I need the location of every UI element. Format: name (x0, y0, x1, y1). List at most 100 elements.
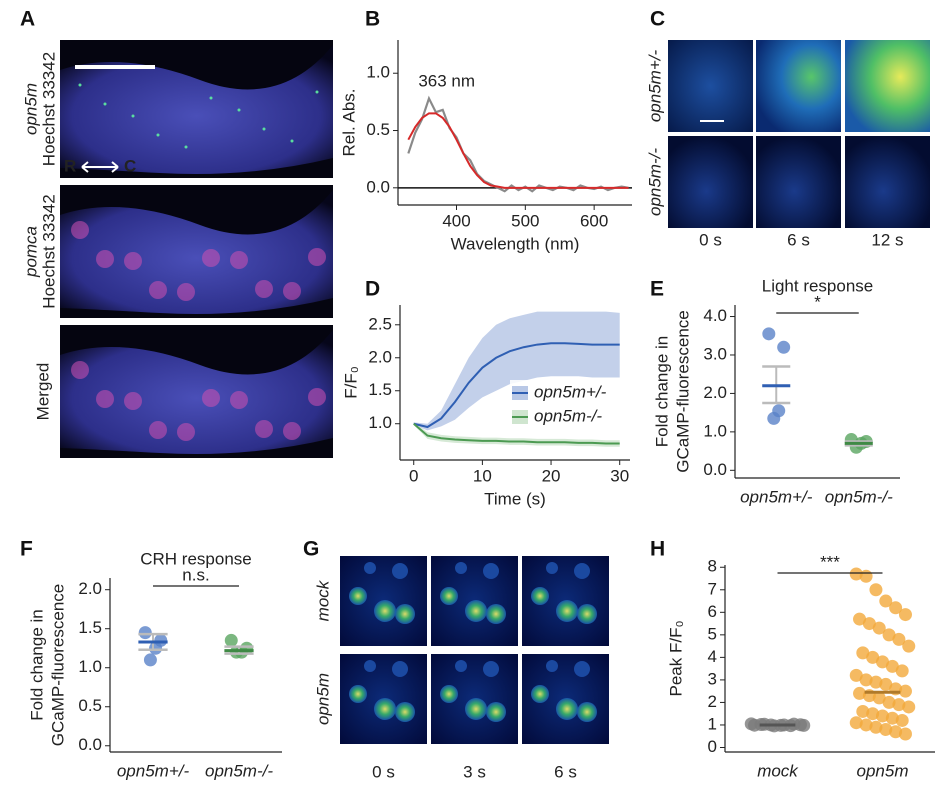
point (879, 677, 893, 691)
cell (349, 685, 367, 703)
y-tick-label: 2.0 (703, 383, 727, 402)
significance-label: * (814, 292, 821, 311)
y-tick-label: 8 (708, 557, 717, 576)
cell (440, 587, 458, 605)
band (413, 311, 620, 431)
y-tick-label: 0.0 (78, 735, 102, 754)
axis-arrow (81, 161, 119, 173)
point (767, 411, 781, 425)
row-label: opn5m+/- (645, 50, 664, 123)
point (859, 569, 873, 583)
point (856, 704, 870, 718)
y-tick-label: 1.0 (703, 421, 727, 440)
cell (556, 600, 578, 622)
y-tick-label: 2 (708, 692, 717, 711)
x-tick-label: 0 (409, 466, 418, 485)
signal (308, 248, 326, 266)
point (869, 720, 883, 734)
y-tick-label: 2.0 (368, 347, 392, 366)
cell (465, 698, 487, 720)
legend-box (510, 380, 628, 430)
significance-label: *** (820, 552, 840, 571)
cell (465, 600, 487, 622)
y-tick-label: 1.0 (368, 413, 392, 432)
x-tick-label: 20 (542, 466, 561, 485)
point (856, 646, 870, 660)
row-label: opn5m-/- (645, 148, 664, 216)
point (869, 583, 883, 597)
point (849, 668, 863, 682)
signal (149, 421, 167, 439)
cell (395, 702, 415, 722)
point (762, 327, 776, 341)
point (149, 641, 163, 655)
cell (574, 661, 590, 677)
micrograph (756, 136, 841, 228)
y-tick-label: 0 (708, 737, 717, 756)
signal (255, 420, 273, 438)
micrograph (668, 40, 753, 132)
signal (177, 423, 195, 441)
y-tick-label: 1.5 (368, 380, 392, 399)
cell (440, 685, 458, 703)
y-axis-label: GCaMP-fluorescence (48, 584, 67, 747)
y-tick-label: 0.5 (366, 120, 390, 139)
cell (531, 587, 549, 605)
signal (177, 283, 195, 301)
y-tick-label: 0.0 (703, 460, 727, 479)
point (862, 617, 876, 631)
signal (96, 250, 114, 268)
y-tick-label: 4.0 (703, 306, 727, 325)
cell (574, 563, 590, 579)
point (138, 626, 152, 640)
point (872, 691, 886, 705)
x-tick-label: 10 (473, 466, 492, 485)
point (866, 650, 880, 664)
x-tick-label: mock (757, 761, 799, 780)
point (882, 628, 896, 642)
column-label: 6 s (554, 762, 577, 781)
line (407, 112, 629, 189)
signal (78, 83, 82, 87)
point (143, 653, 157, 667)
cell (364, 562, 376, 574)
cell (546, 562, 558, 574)
column-label: 12 s (871, 230, 903, 249)
y-axis-label: Fold change in (652, 336, 671, 448)
panel-letter: H (650, 538, 665, 561)
signal (149, 281, 167, 299)
row-label: pomca (21, 226, 40, 278)
signal (230, 391, 248, 409)
point (898, 684, 912, 698)
y-tick-label: 5 (708, 624, 717, 643)
signal (124, 252, 142, 270)
point (889, 601, 903, 615)
row-label: opn5m (313, 673, 332, 725)
x-tick-label: opn5m-/- (825, 487, 893, 506)
line (413, 342, 620, 429)
column-label: 3 s (463, 762, 486, 781)
point (879, 722, 893, 736)
cell (556, 698, 578, 720)
y-tick-label: 0.0 (366, 177, 390, 196)
micrograph (845, 136, 930, 228)
y-tick-label: 4 (708, 647, 717, 666)
signal (255, 280, 273, 298)
point (885, 659, 899, 673)
cell (374, 600, 396, 622)
point (224, 633, 238, 647)
cell (483, 661, 499, 677)
cell (577, 604, 597, 624)
point (853, 612, 867, 626)
signal (262, 127, 266, 131)
x-tick-label: opn5m+/- (740, 487, 813, 506)
cell (392, 661, 408, 677)
x-tick-label: 500 (511, 211, 539, 230)
cell (486, 604, 506, 624)
axis-end: R (64, 156, 76, 175)
cell (483, 563, 499, 579)
y-tick-label: 1 (708, 714, 717, 733)
x-tick-label: opn5m+/- (117, 761, 190, 780)
point (797, 718, 811, 732)
